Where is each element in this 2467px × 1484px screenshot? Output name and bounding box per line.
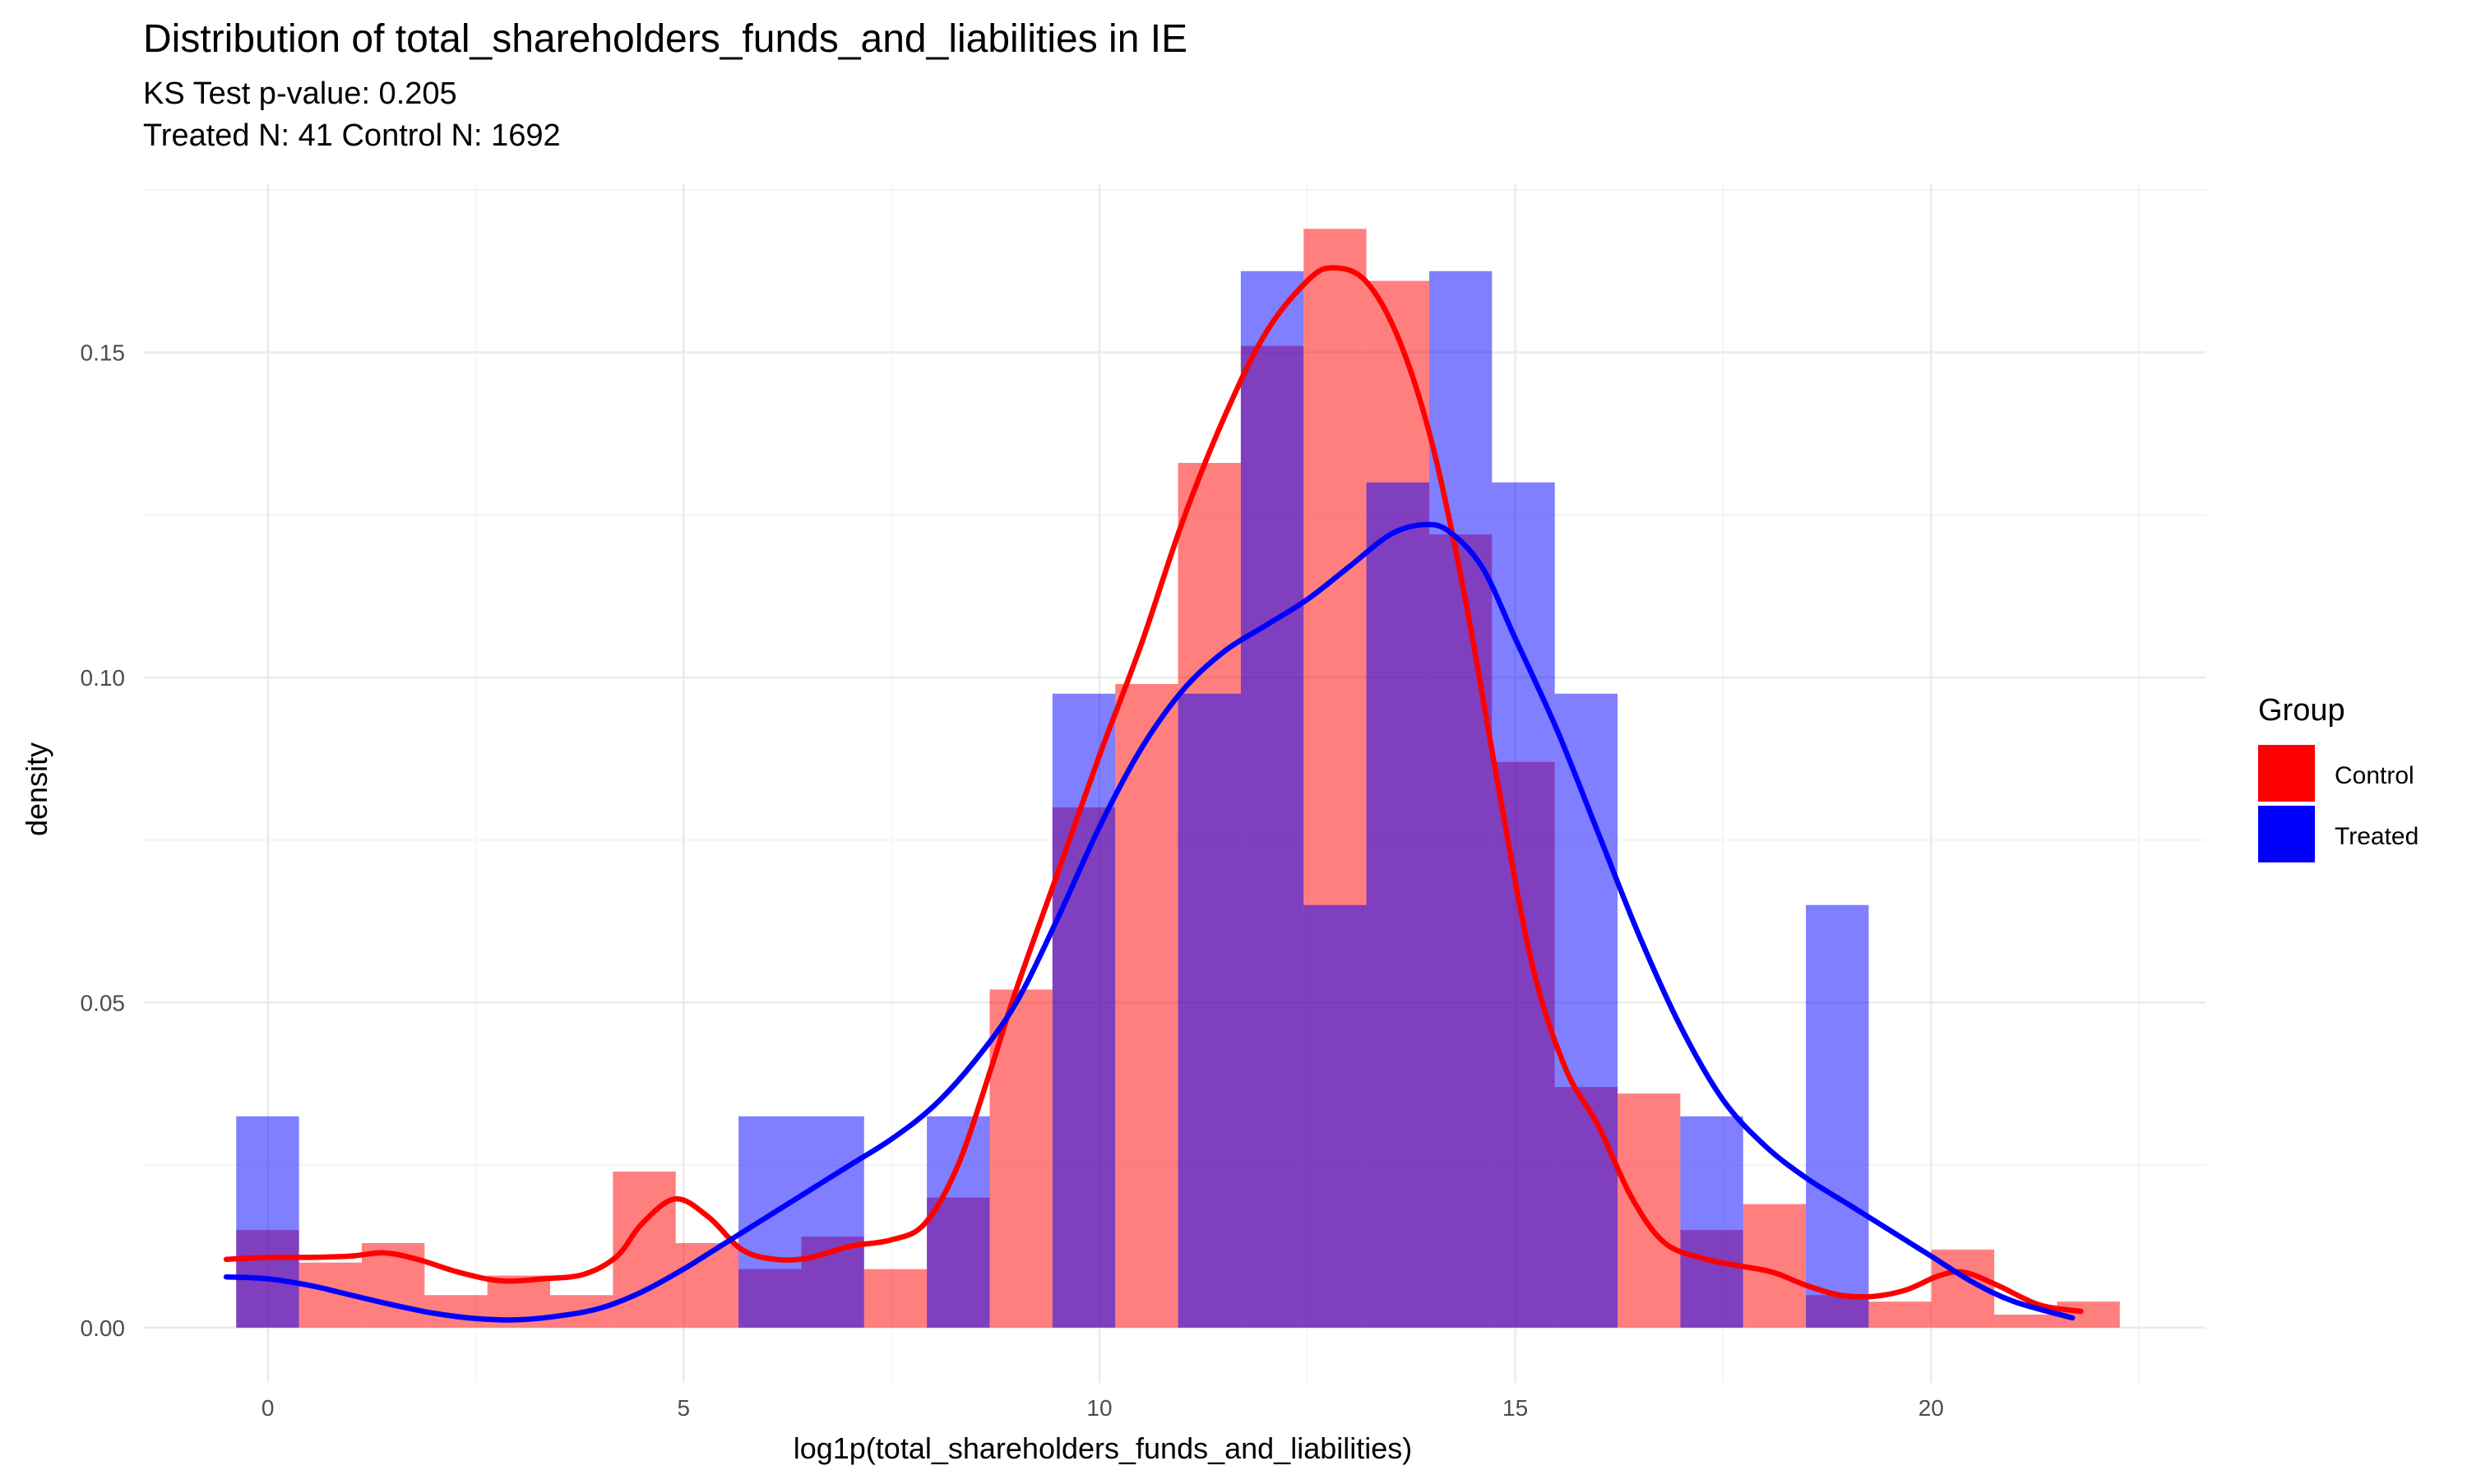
y-tick-label: 0.10: [81, 665, 126, 691]
bar-treated: [1492, 482, 1555, 1328]
legend: Group Control Treated: [2258, 693, 2418, 862]
chart-subtitle-counts: Treated N: 41 Control N: 1692: [143, 118, 561, 153]
legend-label-treated: Treated: [2335, 823, 2418, 850]
density-curve-control: [223, 265, 2084, 1315]
bar-treated: [1178, 693, 1241, 1328]
x-axis-title: log1p(total_shareholders_funds_and_liabi…: [794, 1431, 1413, 1465]
legend-title: Group: [2258, 693, 2345, 728]
bar-control: [1868, 1301, 1932, 1328]
bar-control: [1994, 1314, 2057, 1328]
density-curve-treated: [223, 521, 2076, 1323]
bar-treated: [1240, 270, 1304, 1328]
bar-treated: [738, 1116, 802, 1328]
x-tick-label: 0: [262, 1395, 275, 1421]
bar-treated: [236, 1116, 299, 1328]
bar-treated: [1052, 693, 1116, 1328]
bar-treated: [1806, 904, 1869, 1328]
y-tick-label: 0.05: [81, 990, 126, 1015]
bar-treated: [1366, 482, 1429, 1328]
x-tick-label: 15: [1502, 1395, 1528, 1421]
x-tick-label: 5: [678, 1395, 691, 1421]
density-curves: [223, 265, 2084, 1323]
bar-treated: [801, 1116, 864, 1328]
legend-label-control: Control: [2335, 762, 2414, 789]
y-axis-title: density: [20, 742, 53, 836]
legend-key-treated: [2258, 806, 2315, 862]
chart-title: Distribution of total_shareholders_funds…: [143, 17, 1187, 61]
bar-treated: [1303, 904, 1367, 1328]
tick-labels: 0 5 10 15 20 0.00 0.05 0.10 0.15: [81, 340, 1944, 1421]
legend-key-control: [2258, 745, 2315, 802]
bar-treated: [1680, 1116, 1743, 1328]
bar-control: [1618, 1093, 1681, 1328]
bar-control: [863, 1269, 928, 1328]
bar-treated: [1554, 693, 1618, 1328]
bar-treated: [927, 1116, 990, 1328]
chart-subtitle-ks: KS Test p-value: 0.205: [143, 76, 457, 111]
bar-treated: [1428, 270, 1493, 1328]
bar-control: [1115, 683, 1178, 1328]
y-tick-label: 0.00: [81, 1315, 126, 1341]
x-tick-label: 20: [1919, 1395, 1944, 1421]
x-tick-label: 10: [1086, 1395, 1112, 1421]
y-tick-label: 0.15: [81, 340, 126, 366]
